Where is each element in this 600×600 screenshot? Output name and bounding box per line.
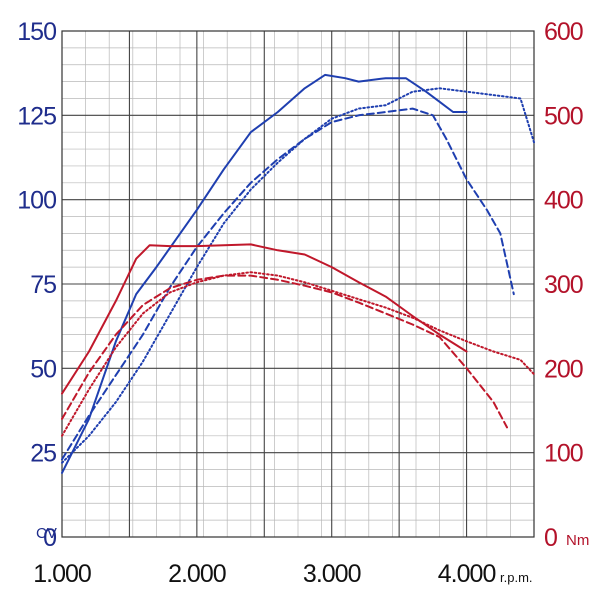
x-axis-unit: r.p.m. xyxy=(500,570,533,585)
left-axis-tick-label: 25 xyxy=(30,440,56,468)
right-axis-tick-label: 500 xyxy=(544,102,583,130)
series-layer xyxy=(61,73,535,474)
right-axis-tick-label: 300 xyxy=(544,271,583,299)
right-axis-tick-label: 400 xyxy=(544,187,583,215)
plot-border xyxy=(61,30,535,538)
series-line-left-solid xyxy=(61,73,468,474)
right-axis-tick-label: 600 xyxy=(544,18,583,46)
right-axis-unit: Nm xyxy=(566,532,589,549)
left-axis-tick-label: 75 xyxy=(30,271,56,299)
x-axis-tick-label: 1.000 xyxy=(33,560,91,588)
left-axis-tick-label: 100 xyxy=(17,187,56,215)
series-line-right-dashed xyxy=(61,274,508,429)
left-axis-ticks: 0 25 50 75 100 125 150 xyxy=(17,18,57,552)
series-line-left-dotted xyxy=(61,87,535,464)
x-axis-tick-label: 3.000 xyxy=(303,560,361,588)
series-line-right-solid xyxy=(61,243,468,395)
left-axis-unit: CV xyxy=(36,525,57,542)
left-axis-tick-label: 0 xyxy=(43,524,56,552)
series-line-right-dotted xyxy=(61,271,535,437)
right-axis-ticks: 0 100 200 300 400 500 600 xyxy=(544,18,584,552)
right-axis-tick-label: 0 xyxy=(544,524,557,552)
right-axis-tick-label: 200 xyxy=(544,355,583,383)
x-axis-ticks: 1.000 2.000 3.000 4.000 xyxy=(33,560,496,588)
left-axis-tick-label: 150 xyxy=(17,18,56,46)
left-axis-tick-label: 50 xyxy=(30,355,56,383)
series-line-left-dashed xyxy=(61,107,515,461)
x-axis-tick-label: 4.000 xyxy=(438,560,496,588)
right-axis-tick-label: 100 xyxy=(544,440,583,468)
left-axis-tick-label: 125 xyxy=(17,102,56,130)
x-axis-tick-label: 2.000 xyxy=(168,560,226,588)
